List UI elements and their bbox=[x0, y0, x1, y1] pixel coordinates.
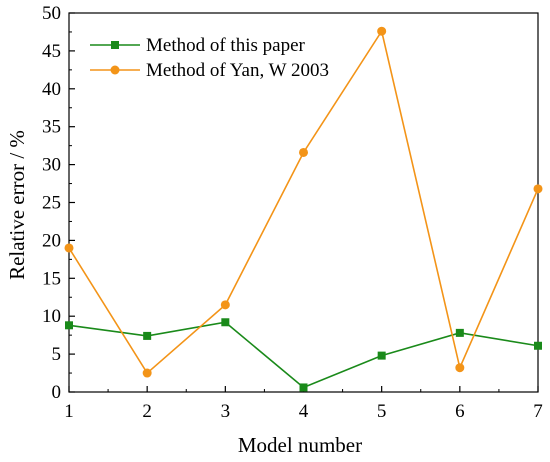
series-1 bbox=[65, 318, 542, 392]
data-point bbox=[299, 147, 308, 157]
legend-label: Method of Yan, W 2003 bbox=[146, 60, 329, 81]
x-tick-label: 4 bbox=[299, 401, 309, 422]
y-tick-label: 50 bbox=[42, 3, 61, 24]
y-tick-label: 30 bbox=[42, 155, 61, 176]
x-tick-label: 1 bbox=[64, 401, 74, 422]
y-tick-label: 45 bbox=[42, 41, 61, 62]
data-point bbox=[455, 363, 465, 373]
x-tick-label: 6 bbox=[455, 401, 465, 422]
series-layer bbox=[64, 26, 543, 392]
data-point bbox=[142, 368, 152, 378]
legend-marker bbox=[111, 41, 119, 49]
x-axis-title: Model number bbox=[238, 433, 362, 457]
data-point bbox=[299, 383, 308, 392]
y-tick-label: 5 bbox=[52, 344, 62, 365]
data-point bbox=[533, 184, 543, 194]
data-point bbox=[377, 351, 386, 360]
y-tick-label: 0 bbox=[52, 382, 62, 403]
data-point bbox=[455, 328, 464, 337]
series-line bbox=[68, 29, 539, 375]
y-tick-label: 15 bbox=[42, 268, 61, 289]
legend-item: Method of Yan, W 2003 bbox=[90, 60, 329, 81]
y-tick-label: 10 bbox=[42, 306, 61, 327]
data-point bbox=[65, 321, 73, 330]
x-tick-label: 7 bbox=[533, 401, 543, 422]
x-tick-label: 5 bbox=[377, 401, 387, 422]
x-tick-label: 2 bbox=[142, 401, 152, 422]
data-point bbox=[534, 341, 542, 350]
y-tick-label: 25 bbox=[42, 193, 61, 214]
y-tick-label: 40 bbox=[42, 79, 61, 100]
legend-label: Method of this paper bbox=[146, 35, 306, 56]
series-2 bbox=[64, 26, 543, 378]
x-tick-label: 3 bbox=[221, 401, 231, 422]
data-point bbox=[221, 318, 230, 327]
data-point bbox=[143, 331, 152, 340]
legend: Method of this paper Method of Yan, W 200… bbox=[90, 35, 329, 81]
data-point bbox=[64, 243, 74, 253]
legend-marker bbox=[110, 65, 120, 75]
legend-item: Method of this paper bbox=[90, 35, 306, 56]
y-axis-title: Relative error / % bbox=[5, 130, 29, 280]
y-tick-label: 35 bbox=[42, 117, 61, 138]
data-point bbox=[377, 26, 387, 36]
y-axis-ticks: 0 5 10 15 20 25 30 35 40 45 50 bbox=[42, 3, 75, 403]
data-point bbox=[220, 300, 230, 310]
y-tick-label: 20 bbox=[42, 230, 61, 251]
series-line bbox=[68, 321, 539, 389]
